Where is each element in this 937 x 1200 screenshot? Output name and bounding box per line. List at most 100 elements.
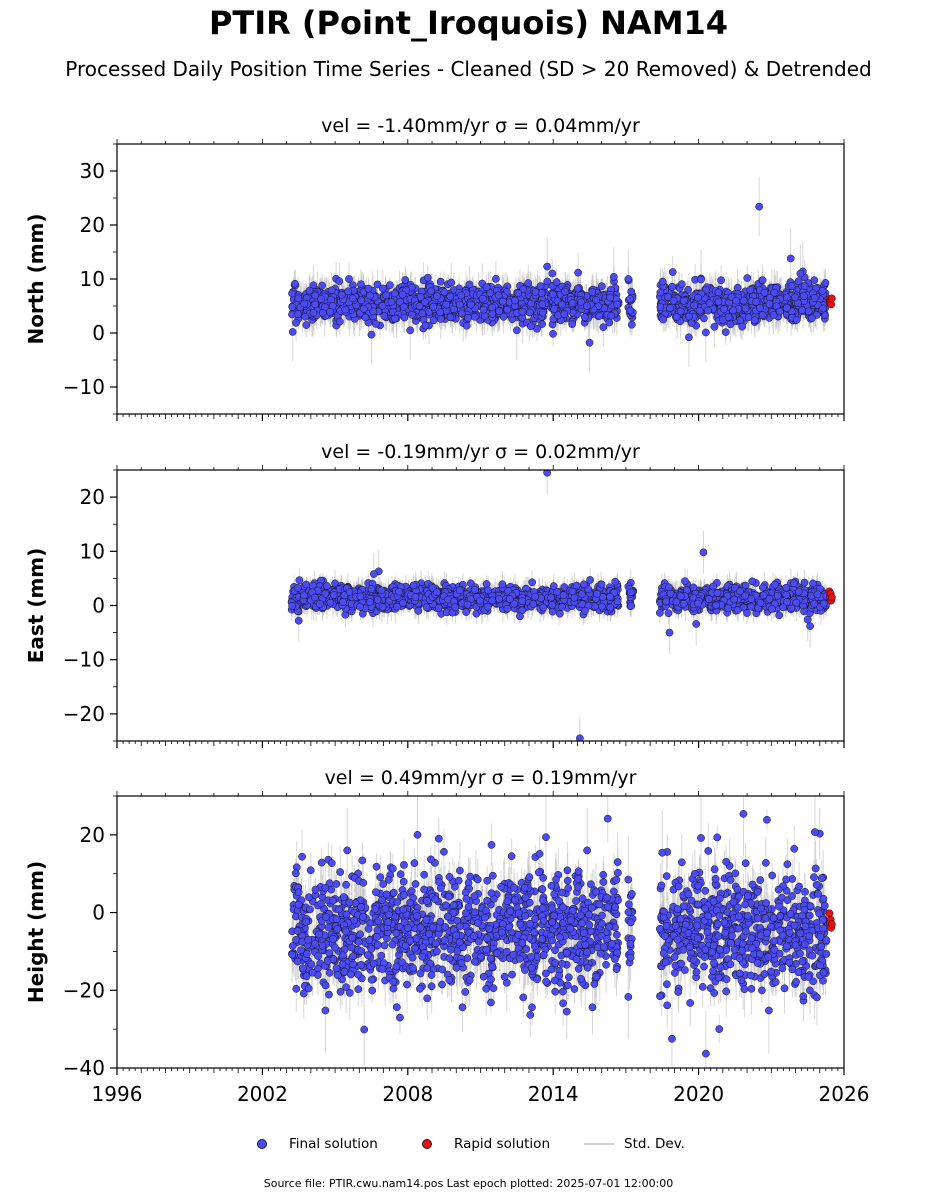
final-point bbox=[605, 318, 614, 327]
final-point bbox=[510, 296, 519, 305]
final-point bbox=[326, 307, 334, 316]
final-point bbox=[479, 305, 488, 314]
time-series-plots: −10 0 10 20 30 vel = -1.40mm/yr σ = 0.04mm/yr… bbox=[24, 115, 869, 1106]
final-point bbox=[669, 296, 678, 305]
final-point bbox=[782, 293, 791, 302]
final-point bbox=[327, 295, 335, 304]
y-tick-label: 30 bbox=[80, 159, 105, 183]
final-point bbox=[755, 202, 764, 211]
final-point bbox=[538, 300, 547, 309]
panel-plot-area bbox=[287, 470, 836, 741]
final-point bbox=[288, 303, 297, 311]
y-tick-label: 0 bbox=[92, 321, 105, 345]
final-point bbox=[558, 300, 566, 309]
final-point bbox=[421, 321, 430, 330]
final-point bbox=[656, 303, 665, 311]
final-point bbox=[697, 275, 705, 284]
final-point bbox=[317, 295, 326, 304]
final-point bbox=[436, 277, 445, 286]
final-point bbox=[705, 299, 714, 308]
final-point bbox=[416, 293, 425, 301]
final-point bbox=[488, 309, 497, 318]
final-point bbox=[580, 313, 589, 322]
page-subtitle: Processed Daily Position Time Series - C… bbox=[65, 57, 872, 81]
final-point bbox=[457, 291, 466, 300]
final-point bbox=[527, 322, 535, 331]
final-point bbox=[436, 308, 445, 317]
final-point bbox=[770, 288, 779, 297]
final-point bbox=[552, 278, 561, 286]
final-point bbox=[588, 288, 597, 296]
final-point bbox=[369, 307, 378, 316]
final-point bbox=[695, 306, 704, 315]
final-point bbox=[800, 292, 808, 300]
final-point bbox=[582, 302, 591, 310]
final-point bbox=[800, 282, 809, 291]
final-point bbox=[543, 277, 552, 286]
final-point bbox=[758, 311, 767, 320]
final-point bbox=[525, 308, 534, 317]
final-point bbox=[741, 304, 750, 313]
final-point bbox=[606, 293, 615, 302]
panel-frame bbox=[116, 143, 845, 415]
final-point bbox=[480, 312, 489, 320]
final-point bbox=[294, 310, 302, 318]
final-point bbox=[455, 300, 464, 309]
final-point bbox=[724, 313, 733, 321]
final-point bbox=[447, 278, 456, 287]
final-point bbox=[305, 286, 314, 295]
final-point bbox=[808, 314, 816, 323]
final-point bbox=[361, 313, 370, 322]
final-point bbox=[318, 308, 327, 317]
final-point bbox=[810, 276, 819, 285]
final-point bbox=[810, 294, 819, 302]
final-point bbox=[371, 320, 380, 328]
final-point bbox=[373, 280, 382, 289]
final-point bbox=[524, 279, 533, 287]
page-title: PTIR (Point_Iroquois) NAM14 bbox=[208, 4, 729, 42]
final-point bbox=[366, 291, 374, 300]
final-point bbox=[752, 297, 760, 306]
final-point bbox=[462, 321, 471, 330]
final-point bbox=[478, 294, 487, 303]
final-point bbox=[577, 298, 586, 306]
final-point bbox=[821, 311, 829, 320]
final-point bbox=[798, 306, 806, 315]
final-point bbox=[291, 279, 299, 288]
final-point bbox=[335, 277, 344, 286]
final-point bbox=[685, 312, 693, 321]
final-point bbox=[495, 307, 504, 316]
final-point bbox=[446, 292, 455, 301]
final-point bbox=[464, 314, 472, 322]
final-point bbox=[518, 307, 527, 316]
final-point bbox=[668, 268, 677, 276]
final-point bbox=[609, 272, 618, 281]
final-point bbox=[821, 279, 830, 287]
final-point bbox=[690, 301, 699, 310]
final-point bbox=[499, 312, 508, 321]
final-point bbox=[732, 296, 741, 305]
final-point bbox=[668, 282, 676, 291]
final-point bbox=[318, 281, 327, 290]
final-point bbox=[300, 299, 309, 308]
final-point bbox=[743, 274, 752, 282]
final-point bbox=[627, 320, 636, 329]
final-point bbox=[599, 323, 608, 332]
final-point bbox=[738, 322, 747, 331]
final-point bbox=[666, 304, 674, 313]
final-point bbox=[436, 315, 445, 323]
final-point bbox=[729, 306, 738, 315]
final-point bbox=[769, 311, 778, 319]
final-point bbox=[765, 300, 774, 309]
final-point bbox=[367, 330, 376, 339]
final-point bbox=[694, 293, 702, 302]
final-point bbox=[543, 262, 551, 271]
final-point bbox=[710, 322, 719, 331]
final-point bbox=[585, 338, 594, 347]
final-point bbox=[804, 307, 813, 316]
final-point bbox=[561, 287, 570, 296]
final-point bbox=[783, 304, 791, 312]
panel-plot-area bbox=[288, 176, 836, 373]
final-point bbox=[345, 275, 353, 283]
final-point bbox=[659, 315, 668, 324]
